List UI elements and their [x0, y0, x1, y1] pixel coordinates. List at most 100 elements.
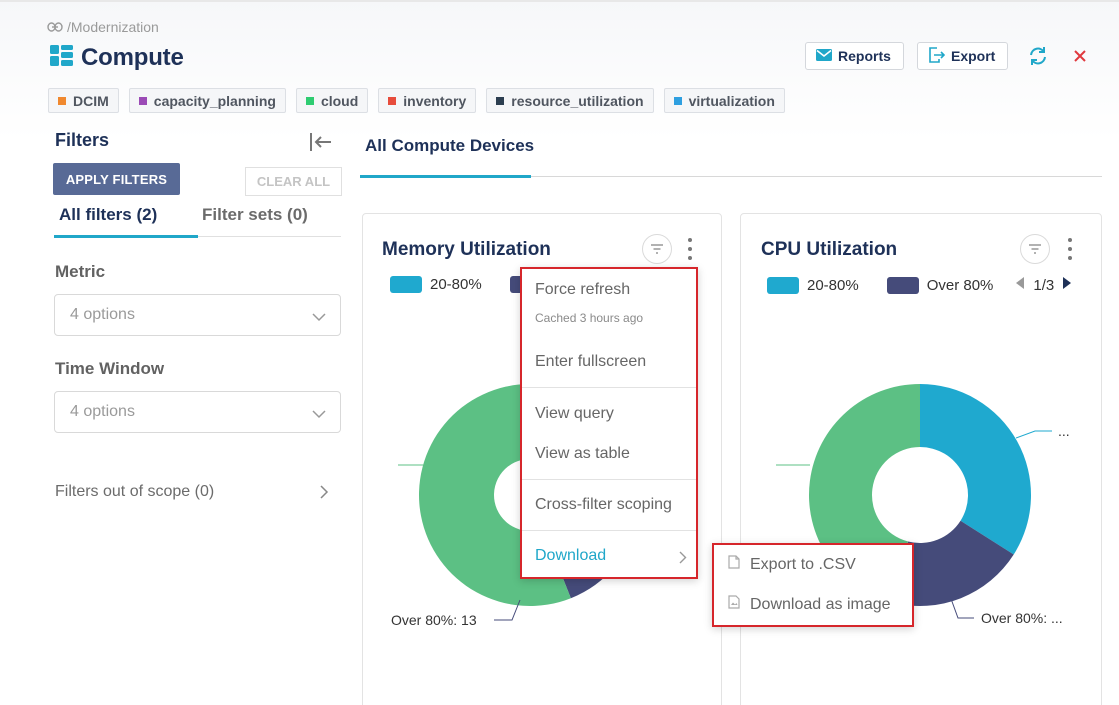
- export-label: Export: [951, 48, 996, 64]
- tag-label: inventory: [403, 92, 467, 109]
- breadcrumb[interactable]: /Modernization: [47, 19, 159, 35]
- chevron-down-icon: [312, 309, 326, 327]
- cpu-leader-line-20-80: [1015, 430, 1052, 439]
- legend-item-over-80[interactable]: Over 80%: [926, 276, 994, 294]
- collapse-panel-icon[interactable]: [308, 131, 334, 158]
- tag-color-swatch: [138, 96, 147, 105]
- tag-label: cloud: [320, 92, 359, 109]
- tag-cloud[interactable]: cloud: [295, 88, 369, 113]
- tag-color-swatch: [58, 96, 66, 105]
- reports-label: Reports: [838, 48, 891, 64]
- tag-capacity-planning[interactable]: capacity_planning: [128, 88, 286, 113]
- menu-item-view-query[interactable]: View query: [535, 405, 614, 422]
- more-options-button[interactable]: [685, 238, 695, 260]
- metric-placeholder: 4 options: [70, 306, 135, 323]
- legend-swatch: [886, 276, 919, 294]
- cached-status: Cached 3 hours ago: [535, 311, 644, 325]
- chart-filter-button[interactable]: [1020, 234, 1050, 264]
- filter-icon: [651, 244, 663, 254]
- metric-select[interactable]: 4 options: [54, 294, 341, 336]
- link-icon: [47, 22, 63, 32]
- clear-all-button[interactable]: CLEAR ALL: [245, 167, 342, 196]
- tag-label: resource_utilization: [511, 92, 644, 109]
- page-title-row: Compute: [50, 44, 184, 72]
- menu-divider: [522, 387, 696, 388]
- legend-pagination: 1/3: [1033, 276, 1055, 294]
- chart-filter-button[interactable]: [642, 234, 672, 264]
- cpu-leader-line-over80: [949, 595, 974, 619]
- chart-title: CPU Utilization: [761, 239, 898, 260]
- menu-divider: [522, 479, 696, 480]
- tag-virtualization[interactable]: virtualization: [663, 88, 785, 113]
- tag-color-swatch: [673, 96, 682, 105]
- menu-divider: [522, 530, 696, 531]
- legend-next-icon[interactable]: [1062, 276, 1072, 294]
- tab-filter-sets[interactable]: Filter sets (0): [202, 205, 308, 224]
- legend-item-20-80[interactable]: 20-80%: [807, 276, 859, 294]
- main-tabs-divider: [360, 176, 1102, 177]
- close-icon[interactable]: [1068, 44, 1092, 68]
- tag-label: capacity_planning: [153, 92, 276, 109]
- menu-item-download-image[interactable]: Download as image: [728, 595, 891, 614]
- time-window-label: Time Window: [55, 359, 165, 378]
- legend-swatch: [767, 276, 799, 294]
- tab-all-filters[interactable]: All filters (2): [59, 205, 158, 224]
- chevron-right-icon[interactable]: [320, 485, 329, 504]
- filters-title: Filters: [55, 130, 110, 150]
- donut-slice-1[interactable]: [892, 520, 1014, 607]
- export-icon: [928, 46, 946, 66]
- menu-item-force-refresh[interactable]: Force refresh: [535, 281, 631, 298]
- tag-DCIM[interactable]: DCIM: [48, 88, 119, 113]
- filters-out-of-scope[interactable]: Filters out of scope (0): [55, 483, 215, 500]
- time-window-select[interactable]: 4 options: [54, 391, 341, 433]
- legend-prev-icon[interactable]: [1015, 276, 1025, 294]
- page-title: Compute: [81, 44, 184, 71]
- chart-title: Memory Utilization: [382, 239, 551, 260]
- reports-button[interactable]: Reports: [805, 42, 904, 70]
- top-border: [0, 0, 1119, 2]
- donut-slice-0[interactable]: [920, 383, 1031, 555]
- main-tab-indicator: [360, 175, 531, 178]
- filter-tab-indicator: [54, 235, 198, 238]
- menu-item-view-as-table[interactable]: View as table: [535, 445, 630, 462]
- tag-label: virtualization: [688, 92, 775, 109]
- chevron-down-icon: [312, 406, 326, 424]
- chart-legend: 20-80% Over 80% 1/3: [767, 276, 1072, 294]
- more-options-button[interactable]: [1065, 238, 1075, 260]
- breadcrumb-text[interactable]: /Modernization: [67, 19, 159, 35]
- menu-item-export-csv[interactable]: Export to .CSV: [728, 555, 856, 574]
- menu-item-enter-fullscreen[interactable]: Enter fullscreen: [535, 353, 647, 370]
- apply-filters-button[interactable]: APPLY FILTERS: [53, 163, 180, 195]
- memory-label-over-80: Over 80%: 13: [391, 612, 477, 628]
- cpu-label-top: ...: [1058, 423, 1070, 439]
- chart-context-menu: Force refresh Cached 3 hours ago Enter f…: [520, 267, 698, 579]
- legend-swatch: [390, 276, 422, 293]
- file-image-icon: [728, 595, 740, 614]
- file-icon: [728, 555, 740, 574]
- chevron-right-icon[interactable]: [679, 551, 687, 569]
- download-image-label: Download as image: [750, 595, 891, 613]
- metric-label: Metric: [55, 262, 106, 281]
- dashboard-grid-icon: [50, 45, 73, 71]
- filter-icon: [1029, 244, 1041, 254]
- tag-resource-utilization[interactable]: resource_utilization: [486, 88, 654, 113]
- menu-item-cross-filter-scoping[interactable]: Cross-filter scoping: [535, 496, 672, 513]
- tag-list: DCIM capacity_planning cloud inventory resou…: [48, 88, 785, 113]
- tag-color-swatch: [305, 96, 314, 105]
- legend-item-20-80[interactable]: 20-80%: [430, 276, 482, 293]
- export-button[interactable]: Export: [917, 42, 1008, 70]
- download-submenu: Export to .CSV Download as image: [712, 543, 914, 627]
- tag-color-swatch: [388, 96, 397, 105]
- mail-icon: [816, 48, 832, 64]
- tab-all-compute-devices[interactable]: All Compute Devices: [365, 136, 535, 155]
- tag-color-swatch: [496, 96, 505, 105]
- tag-inventory[interactable]: inventory: [378, 88, 477, 113]
- cpu-label-over-80: Over 80%: ...: [981, 610, 1063, 626]
- time-window-placeholder: 4 options: [70, 403, 135, 420]
- tag-label: DCIM: [73, 92, 109, 109]
- leader-line-over80: [494, 599, 521, 621]
- menu-item-download[interactable]: Download: [535, 547, 607, 564]
- refresh-icon[interactable]: [1026, 44, 1050, 68]
- export-csv-label: Export to .CSV: [750, 555, 856, 573]
